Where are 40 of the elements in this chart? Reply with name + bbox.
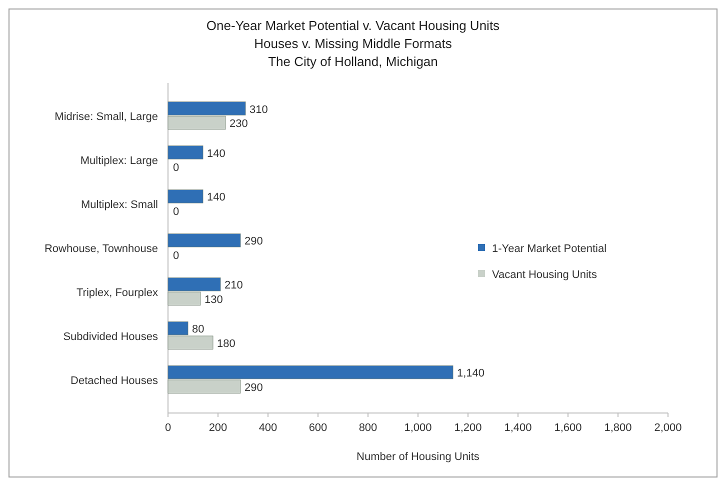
y-tick-label: Multiplex: Large (80, 154, 158, 167)
data-label: 130 (204, 294, 223, 306)
x-tick-label: 0 (164, 422, 172, 434)
x-tick-label: 1,000 (404, 422, 432, 434)
data-label: 290 (244, 382, 263, 394)
data-label: 0 (173, 206, 180, 218)
data-label: 210 (224, 280, 243, 292)
y-tick-label: Rowhouse, Townhouse (44, 242, 158, 255)
y-tick-label: Midrise: Small, Large (54, 110, 158, 123)
data-label: 290 (244, 236, 263, 248)
x-tick-label: 1,800 (604, 422, 632, 434)
x-tick-label: 1,200 (454, 422, 482, 434)
data-label: 230 (230, 118, 248, 130)
data-label: 310 (250, 104, 268, 116)
legend-label: Vacant Housing Units (492, 268, 598, 281)
x-tick-label: 1,400 (504, 422, 532, 434)
data-label: 0 (173, 162, 180, 174)
bar (168, 234, 241, 248)
chart-title: One-Year Market Potential v. Vacant Housing Units (206, 18, 500, 33)
data-label: 140 (207, 192, 226, 204)
data-label: 140 (207, 148, 226, 160)
x-tick-label: 600 (308, 422, 328, 434)
x-tick-label: 2,000 (654, 422, 682, 434)
data-label: 1,140 (457, 368, 485, 380)
x-tick-label: 400 (258, 422, 278, 434)
data-label: 80 (192, 324, 204, 336)
y-tick-label: Subdivided Houses (63, 330, 158, 343)
data-label: 180 (217, 338, 236, 350)
legend-label: 1-Year Market Potential (492, 242, 607, 255)
x-tick-label: 800 (358, 422, 378, 434)
data-label: 0 (173, 250, 180, 262)
x-axis-title: Number of Housing Units (356, 451, 480, 463)
bar (168, 190, 204, 204)
x-tick-label: 200 (208, 422, 228, 434)
chart-subtitle: Houses v. Missing Middle Formats The City of Holland, Michigan (254, 36, 452, 69)
x-tick-label: 1,600 (554, 422, 582, 434)
y-tick-label: Multiplex: Small (80, 198, 158, 211)
y-tick-label: Detached Houses (70, 374, 158, 387)
bar (168, 146, 204, 160)
y-tick-label: Triplex, Fourplex (76, 286, 158, 299)
